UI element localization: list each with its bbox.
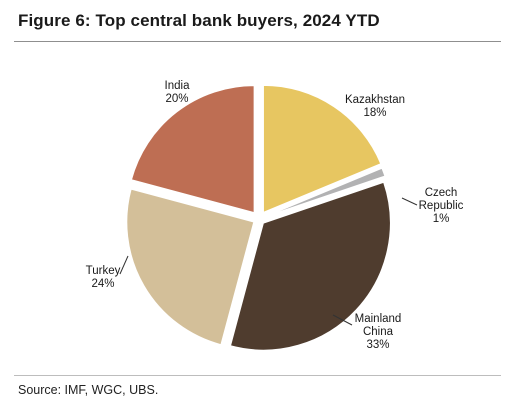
slice-name: Turkey — [86, 265, 121, 277]
chart-title: Figure 6: Top central bank buyers, 2024 … — [18, 11, 380, 30]
slice-percent: 20% — [165, 93, 188, 105]
slice-percent: 18% — [363, 107, 386, 119]
slice-name: China — [363, 326, 394, 338]
slice-percent: 33% — [366, 339, 389, 351]
slice-name: Mainland — [355, 313, 402, 325]
slice-percent: 1% — [433, 213, 450, 225]
title-divider — [14, 41, 501, 42]
pie-slice-india — [130, 85, 255, 214]
slice-name: Kazakhstan — [345, 94, 405, 106]
pie-chart: Kazakhstan 18% Czech Republic 1% Mainland Chin… — [86, 80, 464, 351]
slice-percent: 24% — [91, 278, 114, 290]
leader-line — [401, 197, 418, 206]
pie-slice-czech-republic — [264, 167, 386, 218]
pie-slice-turkey — [126, 188, 255, 346]
slice-name: Czech — [425, 187, 458, 199]
pie-slice-mainland-china — [229, 181, 391, 351]
slice-label: India 20% — [165, 80, 191, 105]
slice-label: Czech Republic 1% — [419, 187, 464, 225]
pie-slice-kazakhstan — [262, 84, 382, 214]
leader-line — [119, 255, 129, 275]
slice-label: Mainland China 33% — [355, 313, 402, 351]
source-divider — [14, 375, 501, 376]
slice-name: India — [165, 80, 191, 92]
slice-label: Turkey 24% — [86, 265, 121, 290]
leader-line — [332, 314, 353, 326]
slice-name: Republic — [419, 200, 464, 212]
slice-label: Kazakhstan 18% — [345, 94, 405, 119]
source-note: Source: IMF, WGC, UBS. — [18, 383, 159, 397]
